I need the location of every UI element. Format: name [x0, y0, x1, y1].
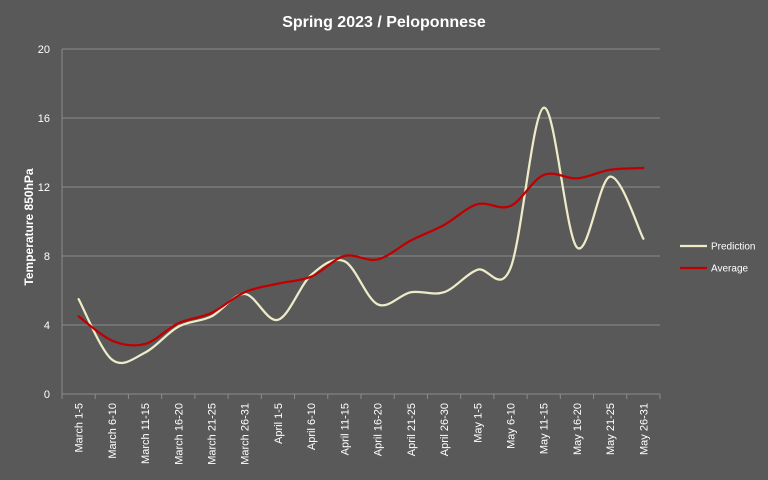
grid-lines [61, 48, 661, 399]
x-tick-label: May 6-10 [506, 403, 518, 449]
x-tick-label: March 21-25 [207, 403, 219, 465]
y-tick-label: 4 [44, 320, 50, 332]
y-tick-label: 16 [38, 113, 50, 125]
x-tick-label: March 26-31 [240, 403, 252, 465]
x-tick-label: April 6-10 [306, 403, 318, 450]
x-tick-label: April 26-30 [439, 403, 451, 456]
x-tick-label: April 11-15 [339, 403, 351, 455]
y-tick-label: 20 [38, 44, 50, 56]
x-tick-label: March 1-5 [74, 403, 86, 453]
series-line-prediction [77, 106, 645, 365]
y-tick-label: 8 [44, 251, 50, 263]
chart-title: Spring 2023 / Peloponnese [282, 14, 486, 31]
legend-label-prediction: Prediction [711, 242, 755, 253]
x-tick-label: May 21-25 [605, 403, 617, 455]
y-axis-label: Temperature 850hPa [22, 168, 36, 285]
y-tick-labels: 0 4 8 12 16 20 [38, 44, 50, 401]
x-tick-label: May 16-20 [572, 403, 584, 455]
x-tick-label: April 1-5 [273, 403, 285, 444]
series-lines [77, 106, 645, 365]
legend-label-average: Average [711, 264, 749, 275]
x-tick-label: May 1-5 [472, 403, 484, 443]
series-line-average [77, 166, 645, 347]
x-tick-label: March 16-20 [173, 403, 185, 465]
y-tick-label: 0 [44, 389, 50, 401]
legend: Prediction Average [680, 242, 755, 275]
y-tick-label: 12 [38, 182, 50, 194]
x-tick-label: May 26-31 [638, 403, 650, 455]
x-tick-label: May 11-15 [539, 403, 551, 454]
x-tick-label: March 11-15 [140, 403, 152, 464]
x-tick-labels: March 1-5 March 6-10 March 11-15 March 16-2… [74, 403, 651, 465]
x-tick-label: March 6-10 [107, 403, 119, 459]
x-tick-label: April 16-20 [373, 403, 385, 456]
x-tick-label: April 21-25 [406, 403, 418, 456]
